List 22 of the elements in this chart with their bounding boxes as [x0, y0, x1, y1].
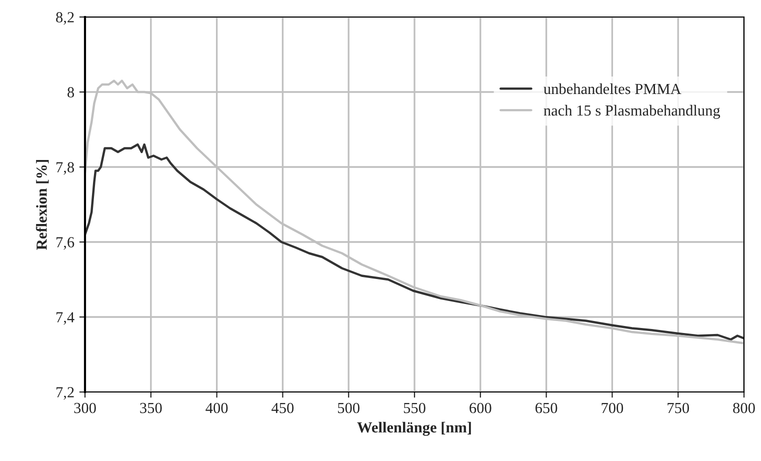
- x-tick-label: 450: [272, 402, 294, 414]
- x-tick-label: 800: [733, 402, 755, 414]
- x-tick-label: 750: [668, 402, 689, 414]
- y-axis-title: Reflexion [%]: [36, 160, 49, 250]
- y-tick-label: 7,6: [56, 237, 74, 250]
- x-tick-label: 500: [338, 402, 360, 414]
- x-axis-title: Wellenlänge [nm]: [357, 422, 471, 436]
- x-tick-label: 350: [140, 402, 162, 414]
- x-tick-label: 300: [74, 402, 96, 414]
- y-tick-label: 7,2: [56, 387, 74, 400]
- line-series: [85, 143, 744, 341]
- x-tick-label: 550: [404, 402, 426, 414]
- x-tick-label: 400: [206, 402, 228, 414]
- x-tick-label: 600: [470, 402, 492, 414]
- x-tick-label: 650: [536, 402, 558, 414]
- x-tick-label: 700: [602, 402, 624, 414]
- legend-label: unbehandeltes PMMA: [544, 83, 682, 94]
- y-tick-label: 7,8: [56, 162, 74, 175]
- y-tick-label: 8,2: [56, 12, 74, 25]
- y-tick-label: 8: [68, 87, 74, 98]
- legend-label: nach 15 s Plasmabehandlung: [544, 104, 720, 119]
- y-tick-label: 7,4: [56, 312, 74, 325]
